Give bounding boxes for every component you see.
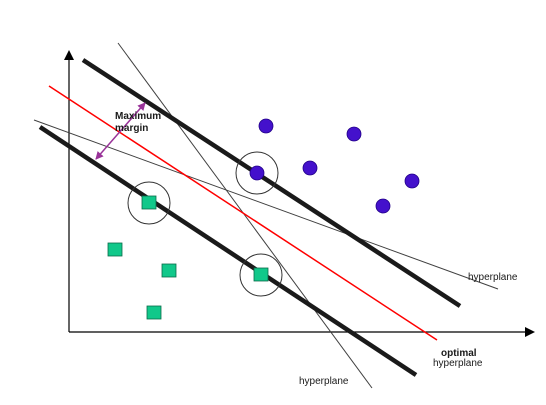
hyperplane-label-bottom: hyperplane [299,376,349,387]
circle-class-point [375,198,391,214]
circle-class-point [302,160,318,176]
circle-class-support-vector [249,165,265,181]
optimal-hyperplane-line [48,85,438,341]
square-class-support-vector [141,195,157,210]
lower-margin-line [38,125,418,377]
alternative-hyperplane-shallow [33,119,499,290]
alternative-hyperplane-steep [117,42,373,389]
optimal-hyperplane-label-line1: optimal [441,348,477,359]
square-class-support-vector [253,267,269,282]
square-class-point [107,242,123,257]
square-class-point [146,305,162,320]
upper-margin-line [81,58,462,308]
hyperplane-label-right: hyperplane [468,272,518,283]
optimal-hyperplane-label-line2: hyperplane [433,358,483,369]
margin-arrow [95,102,146,160]
support-vector-ring [235,151,279,195]
support-vector-ring [239,253,283,297]
square-class-point [161,263,177,278]
circle-class-point [346,126,362,142]
maximum-margin-label-line2: margin [115,123,148,134]
support-vector-ring [127,181,171,225]
maximum-margin-label-line1: Maximum [115,111,161,122]
circle-class-point [404,173,420,189]
circle-class-point [258,118,274,134]
